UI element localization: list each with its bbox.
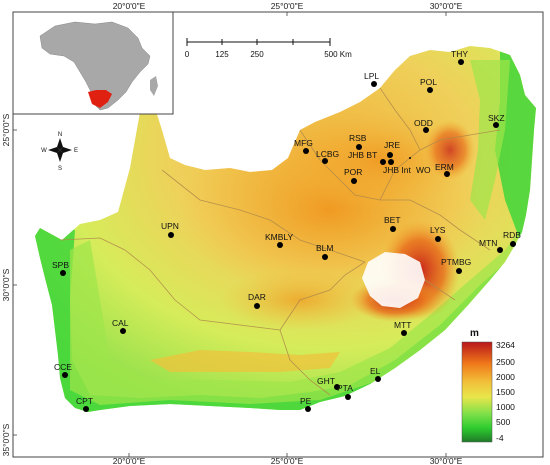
legend-1000: 1000	[496, 402, 515, 412]
station-dot-rsb	[356, 144, 362, 150]
station-label-bet: BET	[384, 215, 401, 225]
station-label-rdb: RDB	[503, 230, 521, 240]
compass-n: N	[58, 132, 62, 138]
station-label-upn: UPN	[161, 221, 179, 231]
station-dot-cal	[120, 328, 126, 334]
left-tick-25s: 25°0'0"S	[1, 113, 11, 146]
compass-w: W	[41, 148, 47, 154]
legend-2000: 2000	[496, 372, 515, 382]
station-label-lys: LYS	[430, 225, 446, 235]
station-dot-rdb	[510, 241, 516, 247]
station-dot-pe	[305, 406, 311, 412]
station-dot-jre	[387, 152, 393, 158]
station-dot-dar	[254, 303, 260, 309]
station-label-pta: PTA	[337, 383, 353, 393]
station-label-cal: CAL	[112, 318, 129, 328]
station-label-ptmbg: PTMBG	[441, 257, 471, 267]
legend-title: m	[470, 328, 479, 339]
stations: THY LPL POL ODD SKZ MFG RSB LCBG JHB BT …	[52, 49, 521, 412]
station-label-por: POR	[344, 167, 362, 177]
legend-max: 3264	[496, 340, 515, 350]
station-label-ght: GHT	[317, 376, 335, 386]
station-dot-jhb-bt	[380, 159, 386, 165]
compass-rose-icon: N S E W	[41, 132, 78, 172]
station-dot-ght	[334, 384, 340, 390]
station-dot-cpt	[83, 406, 89, 412]
station-label-wo: WO	[416, 165, 431, 175]
station-dot-kmbly	[277, 242, 283, 248]
left-tick-30s: 30°0'0"S	[1, 268, 11, 301]
station-dot-pol	[427, 87, 433, 93]
station-dot-lpl	[371, 81, 377, 87]
station-label-jhb-bt: JHB BT	[348, 150, 377, 160]
station-dot-spb	[60, 270, 66, 276]
station-dot-mfg	[303, 148, 309, 154]
station-label-blm: BLM	[316, 243, 333, 253]
scale-bar: 0 125 250 500 Km	[185, 38, 352, 59]
station-label-kmbly: KMBLY	[265, 232, 294, 242]
station-dot-jhb-int	[388, 159, 394, 165]
station-label-mfg: MFG	[294, 138, 313, 148]
province-boundaries	[59, 87, 501, 396]
top-tick-30e: 30°0'0"E	[430, 1, 463, 11]
scale-label-0: 0	[185, 50, 190, 59]
station-label-spb: SPB	[52, 260, 69, 270]
bottom-tick-30e: 30°0'0"E	[430, 456, 463, 465]
station-label-mtn: MTN	[479, 238, 497, 248]
station-label-mtt: MTT	[394, 320, 411, 330]
legend-min: -4	[496, 433, 504, 443]
top-tick-25e: 25°0'0"E	[271, 1, 304, 11]
bottom-tick-25e: 25°0'0"E	[271, 456, 304, 465]
station-dot-pta	[345, 394, 351, 400]
station-label-skz: SKZ	[488, 113, 505, 123]
africa-inset-map	[12, 11, 174, 115]
station-dot-skz	[493, 122, 499, 128]
scale-label-250: 250	[250, 50, 264, 59]
legend-1500: 1500	[496, 387, 515, 397]
compass-e: E	[74, 148, 78, 154]
station-dot-odd	[423, 127, 429, 133]
station-dot-lcbg	[322, 158, 328, 164]
station-label-el: EL	[370, 366, 381, 376]
station-label-lcbg: LCBG	[316, 149, 339, 159]
station-label-jre: JRE	[384, 140, 400, 150]
left-tick-35s: 35°0'0"S	[1, 423, 11, 456]
top-tick-20e: 20°0'0"E	[113, 1, 146, 11]
compass-s: S	[58, 166, 62, 172]
station-dot-erm	[444, 171, 450, 177]
station-dot-cce	[62, 372, 68, 378]
station-dot-el	[375, 376, 381, 382]
station-dot-upn	[168, 232, 174, 238]
station-dot-mtt	[401, 330, 407, 336]
elevation-color-ramp	[461, 341, 493, 443]
station-label-dar: DAR	[248, 292, 266, 302]
station-dot-blm	[322, 254, 328, 260]
station-label-jhb-int: JHB Int	[383, 165, 412, 175]
station-dot-bet	[390, 226, 396, 232]
station-label-cpt: CPT	[76, 396, 93, 406]
station-dot-lys	[435, 236, 441, 242]
scale-label-125: 125	[215, 50, 229, 59]
legend-2500: 2500	[496, 357, 515, 367]
bottom-tick-20e: 20°0'0"E	[113, 456, 146, 465]
station-label-thy: THY	[451, 49, 468, 59]
station-label-odd: ODD	[414, 118, 433, 128]
station-dot-wo	[409, 157, 411, 159]
station-label-pol: POL	[420, 77, 437, 87]
station-label-pe: PE	[300, 396, 312, 406]
elevation-legend: m 3264 2500 2000 1500 1000 500 -4	[461, 328, 515, 443]
legend-500: 500	[496, 417, 510, 427]
station-dot-thy	[458, 59, 464, 65]
station-dot-mtn	[497, 247, 503, 253]
station-label-cce: CCE	[54, 362, 72, 372]
scale-label-500: 500 Km	[324, 50, 352, 59]
station-label-rsb: RSB	[349, 133, 367, 143]
station-label-erm: ERM	[435, 162, 454, 172]
station-dot-por	[351, 178, 357, 184]
station-dot-ptmbg	[456, 268, 462, 274]
station-label-lpl: LPL	[364, 71, 379, 81]
